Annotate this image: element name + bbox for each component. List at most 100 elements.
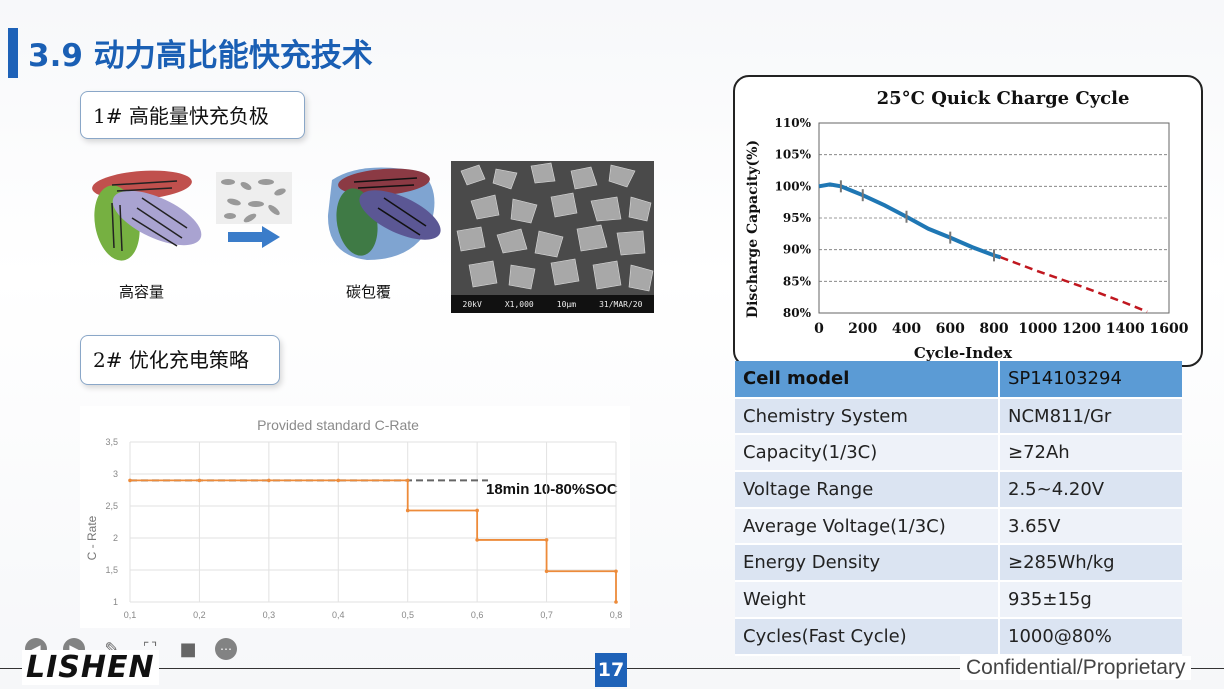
c-rate-point <box>544 538 549 542</box>
spec-label: Cycles(Fast Cycle) <box>735 617 1000 656</box>
c-rate-x-tick-label: 0,7 <box>540 610 553 620</box>
c-rate-x-tick-label: 0,4 <box>332 610 345 620</box>
section-2-label: 2# 优化充电策略 <box>93 348 249 372</box>
c-rate-point <box>614 569 618 574</box>
title-accent-bar <box>8 28 18 78</box>
spec-row: Chemistry System NCM811/Gr <box>735 397 1182 436</box>
c-rate-point <box>475 538 479 542</box>
carbon-coated-particle-illustration <box>327 167 441 260</box>
cell-spec-table: Cell model SP14103294 Chemistry System NCM8… <box>735 361 1182 656</box>
section-2-box: 2# 优化充电策略 <box>80 335 280 385</box>
cycle-x-tick-label: 400 <box>892 321 921 337</box>
page-number: 17 <box>595 653 627 687</box>
camera-icon[interactable]: ■ <box>179 638 197 660</box>
c-rate-y-tick-label: 3 <box>113 469 118 479</box>
spec-row: Voltage Range 2.5~4.20V <box>735 471 1182 509</box>
cycle-y-tick-label: 95% <box>783 211 812 225</box>
cycle-y-tick-label: 110% <box>775 116 812 130</box>
c-rate-x-tick-label: 0,5 <box>401 610 414 620</box>
spec-value: NCM811/Gr <box>999 397 1182 436</box>
spec-value: 935±15g <box>999 581 1182 619</box>
spec-label: Cell model <box>735 361 1000 399</box>
section-1-box: 1# 高能量快充负极 <box>80 91 305 139</box>
c-rate-y-tick-label: 1 <box>113 597 118 607</box>
quick-charge-cycle-chart: 25°C Quick Charge Cycle Cycle-Index Disc… <box>733 75 1203 367</box>
cycle-x-tick-label: 1400 <box>1106 321 1145 337</box>
sem-texture <box>451 161 654 295</box>
high-capacity-caption: 高容量 <box>119 283 165 301</box>
spec-label: Capacity(1/3C) <box>735 434 1000 473</box>
c-rate-point <box>475 508 479 513</box>
spec-row: Weight 935±15g <box>735 581 1182 619</box>
spec-row: Cycles(Fast Cycle) 1000@80% <box>735 617 1182 656</box>
spec-label: Chemistry System <box>735 397 1000 436</box>
cycle-x-tick-label: 1000 <box>1018 321 1057 337</box>
c-rate-x-tick-label: 0,6 <box>471 610 484 620</box>
spec-label: Average Voltage(1/3C) <box>735 507 1000 546</box>
c-rate-point <box>405 508 410 513</box>
c-rate-point <box>197 478 202 483</box>
c-rate-y-tick-label: 2,5 <box>105 501 118 511</box>
lishen-logo: LISHEN <box>22 650 159 685</box>
right-arrow-icon <box>228 226 280 248</box>
graphite-flakes-image <box>216 172 292 224</box>
spec-label: Voltage Range <box>735 471 1000 509</box>
c-rate-x-tick-label: 0,2 <box>193 610 206 620</box>
cycle-chart-svg: 25°C Quick Charge Cycle Cycle-Index Disc… <box>745 88 1189 362</box>
cycle-x-tick-label: 600 <box>936 321 965 337</box>
section-1-label: 1# 高能量快充负极 <box>93 104 269 128</box>
c-rate-chart: Provided standard C-Rate C - Rate 18min … <box>80 406 630 628</box>
sem-scale-bar: 20kV X1,000 10μm 31/MAR/20 <box>451 295 654 313</box>
spec-value: ≥285Wh/kg <box>999 544 1182 583</box>
spec-row: Energy Density ≥285Wh/kg <box>735 544 1182 583</box>
c-rate-y-tick-label: 1,5 <box>105 565 118 575</box>
spec-value: 3.65V <box>999 507 1182 546</box>
c-rate-chart-title: Provided standard C-Rate <box>257 417 419 433</box>
cycle-series-projection <box>1000 256 1148 313</box>
carbon-coating-caption: 碳包覆 <box>346 283 392 301</box>
cycle-y-tick-label: 80% <box>783 306 812 320</box>
cycle-x-tick-label: 1600 <box>1150 321 1189 337</box>
cycle-y-tick-label: 100% <box>775 179 812 193</box>
c-rate-chart-svg: Provided standard C-Rate C - Rate 18min … <box>85 417 623 620</box>
spec-row: Capacity(1/3C) ≥72Ah <box>735 434 1182 473</box>
spec-value: 1000@80% <box>999 617 1182 656</box>
cycle-x-axis-label: Cycle-Index <box>914 344 1013 362</box>
c-rate-point <box>405 478 410 483</box>
c-rate-x-tick-label: 0,1 <box>124 610 137 620</box>
c-rate-y-tick-label: 3,5 <box>105 437 118 447</box>
sem-scale: 10μm <box>556 299 577 309</box>
sem-date: 31/MAR/20 <box>599 299 643 309</box>
sem-magnification: X1,000 <box>504 299 534 309</box>
cycle-x-tick-label: 800 <box>979 321 1008 337</box>
high-capacity-particle-illustration <box>92 170 202 261</box>
c-rate-point <box>544 569 549 574</box>
c-rate-x-tick-label: 0,3 <box>263 610 276 620</box>
cycle-x-tick-label: 200 <box>848 321 877 337</box>
spec-label: Energy Density <box>735 544 1000 583</box>
cycle-y-tick-label: 85% <box>783 274 812 288</box>
cycle-y-axis-label: Discharge Capacity(%) <box>745 140 761 318</box>
c-rate-y-axis-label: C - Rate <box>85 515 99 560</box>
spec-value: 2.5~4.20V <box>999 471 1182 509</box>
cycle-series-measured <box>818 182 1002 260</box>
more-icon[interactable]: ⋯ <box>215 638 237 660</box>
cycle-chart-title: 25°C Quick Charge Cycle <box>877 88 1130 109</box>
cycle-y-tick-label: 90% <box>783 243 812 257</box>
c-rate-x-tick-label: 0,8 <box>610 610 623 620</box>
cycle-x-tick-label: 0 <box>814 321 824 337</box>
spec-value: SP14103294 <box>999 361 1182 399</box>
confidential-label: Confidential/Proprietary <box>960 656 1192 680</box>
c-rate-point <box>614 600 618 604</box>
spec-row: Average Voltage(1/3C) 3.65V <box>735 507 1182 546</box>
sem-micrograph: 20kV X1,000 10μm 31/MAR/20 <box>451 161 654 313</box>
c-rate-point <box>336 478 341 483</box>
c-rate-point <box>267 478 271 483</box>
c-rate-annotation: 18min 10-80%SOC <box>486 481 618 498</box>
cycle-x-tick-label: 1200 <box>1062 321 1101 337</box>
c-rate-step-series <box>130 479 617 602</box>
c-rate-y-tick-label: 2 <box>113 533 118 543</box>
spec-row: Cell model SP14103294 <box>735 361 1182 399</box>
slide-title: 3.9 动力高比能快充技术 <box>28 38 373 74</box>
spec-label: Weight <box>735 581 1000 619</box>
